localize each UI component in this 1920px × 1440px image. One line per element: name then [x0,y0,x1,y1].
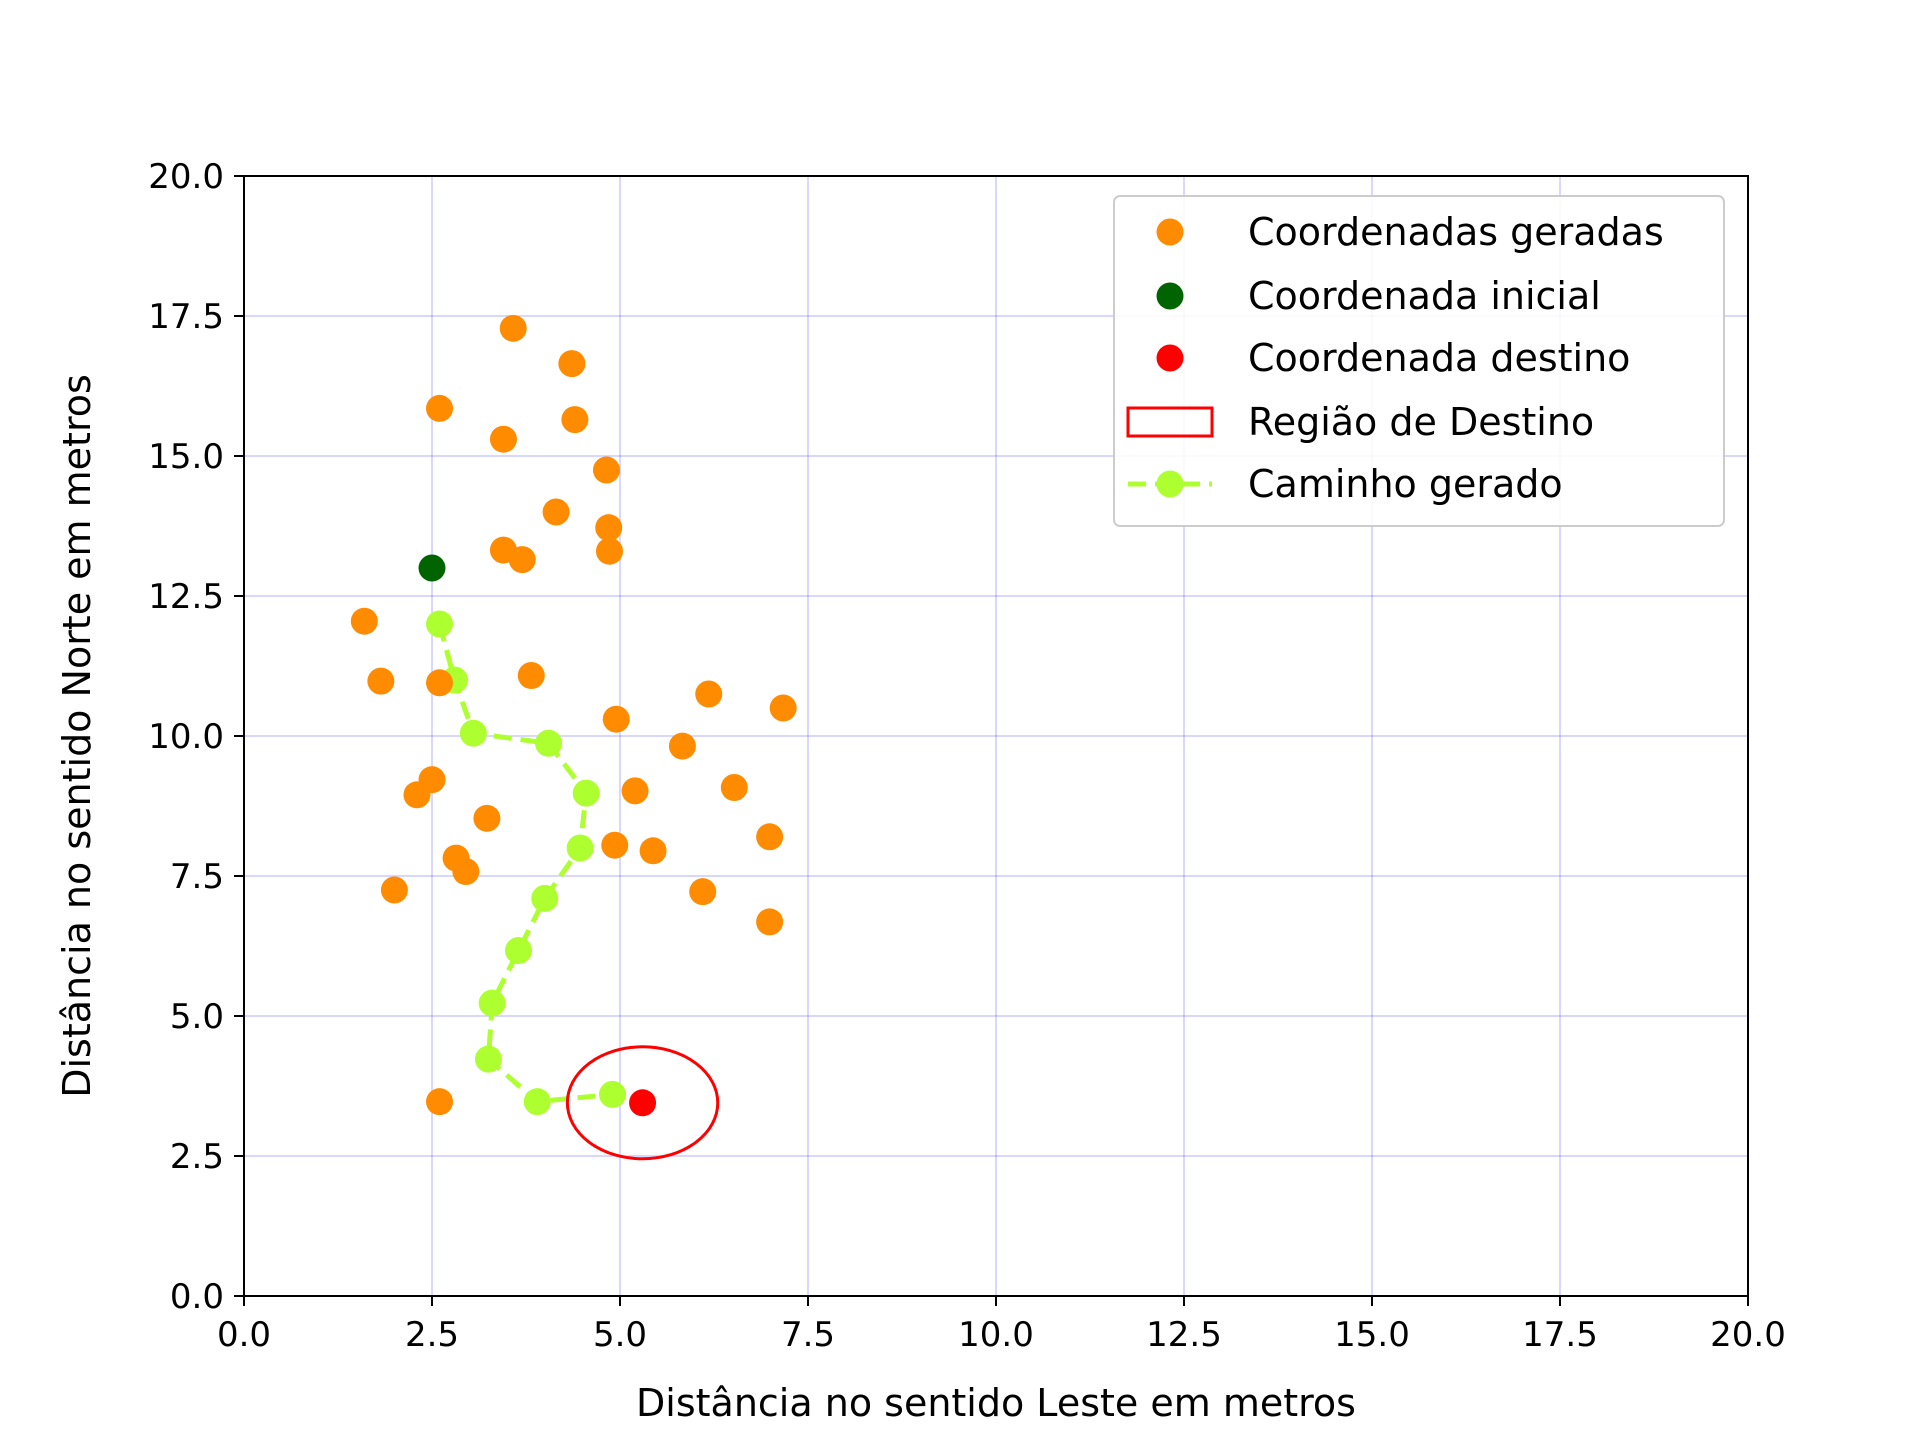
legend-marker [1156,218,1184,246]
x-tick-label: 20.0 [1710,1315,1786,1355]
generated-point [403,781,431,809]
generated-point [689,878,717,906]
y-tick-label: 15.0 [148,437,224,477]
destination-region [565,1045,720,1161]
generated-point [499,314,527,342]
generated-point [756,823,784,851]
x-tick-label: 5.0 [593,1315,647,1355]
generated-point [561,406,589,434]
x-tick-label: 12.5 [1146,1315,1222,1355]
path-point [474,1045,502,1073]
generated-point [473,804,501,832]
generated-point [769,694,797,722]
y-tick-label: 17.5 [148,297,224,337]
generated-points [350,314,797,1116]
legend-box [1113,195,1725,527]
generated-point [380,876,408,904]
generated-point [489,425,517,453]
generated-point [639,837,667,865]
x-axis-label: Distância no sentido Leste em metros [636,1381,1356,1425]
path-point [566,834,594,862]
path-point [478,989,506,1017]
generated-point [592,456,620,484]
generated-point [426,669,454,697]
legend: Coordenadas geradas Coordenada inicial Coo… [1113,195,1725,527]
x-tick-label: 17.5 [1522,1315,1598,1355]
path-point [531,884,559,912]
y-tick-label: 20.0 [148,157,224,197]
y-tick-label: 10.0 [148,717,224,757]
legend-marker [1156,282,1184,310]
legend-label: Coordenada inicial [1248,274,1601,318]
legend-item: Coordenada inicial [1156,274,1601,318]
legend-label: Região de Destino [1248,400,1594,444]
legend-label: Coordenadas geradas [1248,210,1664,254]
destination-point [629,1089,657,1117]
y-tick-label: 0.0 [170,1277,224,1317]
generated-point [756,908,784,936]
y-tick-label: 5.0 [170,997,224,1037]
x-tick-label: 10.0 [958,1315,1034,1355]
generated-point [517,662,545,690]
generated-point [426,394,454,422]
y-tick-label: 12.5 [148,577,224,617]
legend-item: Caminho gerado [1128,462,1563,506]
y-axis-label: Distância no sentido Norte em metros [55,374,99,1098]
path-point [426,610,454,638]
generated-point [602,705,630,733]
x-tick-label: 15.0 [1334,1315,1410,1355]
axis-ticks: 0.0 2.5 5.0 7.5 10.0 12.5 15.0 17.5 20.0 0.0 2.5 5.… [148,157,1786,1355]
generated-point [426,1088,454,1116]
path-point [504,936,532,964]
generated-point [595,537,623,565]
path-point [523,1088,551,1116]
generated-point [558,350,586,378]
generated-point [695,680,723,708]
legend-marker [1156,344,1184,372]
legend-label: Caminho gerado [1248,462,1563,506]
generated-point [542,498,570,526]
generated-point [350,607,378,635]
path-point [598,1080,626,1108]
legend-label: Coordenada destino [1248,336,1630,380]
special-markers [418,554,720,1161]
legend-item: Coordenada destino [1156,336,1630,380]
path-point [535,729,563,757]
path-point [572,779,600,807]
generated-point [668,732,696,760]
start-point [418,554,446,582]
legend-marker [1156,470,1184,498]
x-tick-label: 0.0 [217,1315,271,1355]
legend-item: Região de Destino [1126,400,1594,444]
generated-point [367,667,395,695]
legend-swatch [1126,406,1214,438]
y-tick-label: 7.5 [170,857,224,897]
generated-point [621,777,649,805]
generated-point [595,514,623,542]
generated-point [720,774,748,802]
generated-point [452,858,480,886]
legend-item: Coordenadas geradas [1156,210,1664,254]
generated-point [508,546,536,574]
y-tick-label: 2.5 [170,1137,224,1177]
path-point [459,719,487,747]
x-tick-label: 7.5 [781,1315,835,1355]
generated-point [601,831,629,859]
x-tick-label: 2.5 [405,1315,459,1355]
